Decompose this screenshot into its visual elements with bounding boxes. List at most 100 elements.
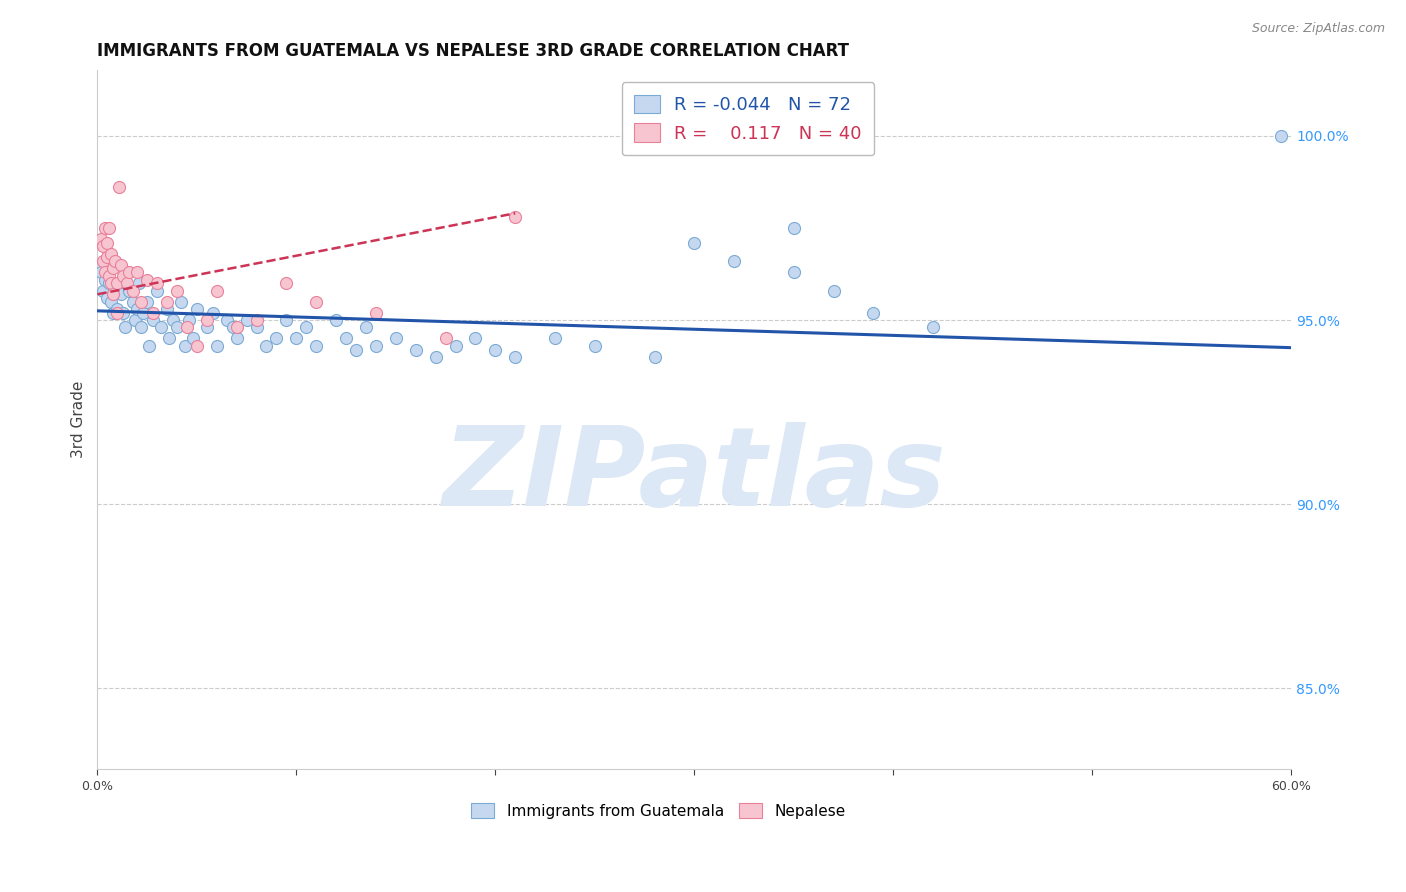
Point xyxy=(162,313,184,327)
Point xyxy=(100,246,122,260)
Point xyxy=(1270,128,1292,143)
Point xyxy=(176,320,198,334)
Point xyxy=(142,313,165,327)
Point xyxy=(305,339,328,353)
Point xyxy=(156,294,179,309)
Point xyxy=(166,320,188,334)
Point xyxy=(105,277,128,291)
Point xyxy=(105,301,128,316)
Point xyxy=(225,331,247,345)
Point xyxy=(124,313,146,327)
Point xyxy=(285,331,308,345)
Point xyxy=(464,331,486,345)
Point xyxy=(129,320,152,334)
Point xyxy=(276,313,298,327)
Point xyxy=(103,261,125,276)
Point xyxy=(305,294,328,309)
Y-axis label: 3rd Grade: 3rd Grade xyxy=(72,381,86,458)
Text: IMMIGRANTS FROM GUATEMALA VS NEPALESE 3RD GRADE CORRELATION CHART: IMMIGRANTS FROM GUATEMALA VS NEPALESE 3R… xyxy=(97,42,849,60)
Point xyxy=(201,306,224,320)
Point xyxy=(205,339,228,353)
Point xyxy=(195,313,218,327)
Point xyxy=(150,320,173,334)
Point xyxy=(127,265,149,279)
Point xyxy=(823,284,845,298)
Point xyxy=(177,313,200,327)
Point xyxy=(128,277,150,291)
Point xyxy=(98,221,121,235)
Point xyxy=(922,320,945,334)
Point xyxy=(122,284,145,298)
Point xyxy=(94,272,117,286)
Point xyxy=(103,306,125,320)
Point xyxy=(157,331,180,345)
Point xyxy=(644,350,666,364)
Point xyxy=(181,331,204,345)
Point xyxy=(96,291,118,305)
Point xyxy=(503,350,526,364)
Point xyxy=(266,331,288,345)
Point xyxy=(91,239,114,253)
Point xyxy=(335,331,357,345)
Point xyxy=(276,277,298,291)
Point xyxy=(103,287,125,301)
Point xyxy=(90,265,112,279)
Point xyxy=(138,339,160,353)
Point xyxy=(98,268,121,283)
Text: ZIPatlas: ZIPatlas xyxy=(443,422,946,529)
Point xyxy=(245,313,267,327)
Point xyxy=(110,258,132,272)
Point xyxy=(100,294,122,309)
Point xyxy=(354,320,377,334)
Point xyxy=(364,339,387,353)
Point xyxy=(225,320,247,334)
Point xyxy=(118,265,141,279)
Point xyxy=(146,284,169,298)
Point xyxy=(174,339,197,353)
Point xyxy=(132,306,155,320)
Point xyxy=(425,350,447,364)
Point xyxy=(444,339,467,353)
Point xyxy=(170,294,193,309)
Point xyxy=(583,339,606,353)
Point xyxy=(94,265,117,279)
Point xyxy=(110,287,132,301)
Point xyxy=(484,343,506,357)
Point xyxy=(96,251,118,265)
Point xyxy=(142,306,165,320)
Point xyxy=(98,277,121,291)
Point xyxy=(344,343,367,357)
Point xyxy=(122,294,145,309)
Point xyxy=(156,301,179,316)
Point xyxy=(862,306,884,320)
Point xyxy=(108,277,131,291)
Point xyxy=(166,284,188,298)
Point xyxy=(434,331,457,345)
Point xyxy=(295,320,318,334)
Point xyxy=(325,313,347,327)
Point xyxy=(115,277,138,291)
Point xyxy=(146,277,169,291)
Point xyxy=(91,254,114,268)
Point xyxy=(245,320,267,334)
Point xyxy=(112,306,135,320)
Point xyxy=(136,294,159,309)
Point xyxy=(364,306,387,320)
Point xyxy=(186,339,208,353)
Point xyxy=(100,277,122,291)
Point xyxy=(112,268,135,283)
Point xyxy=(114,320,136,334)
Point xyxy=(385,331,408,345)
Point xyxy=(115,265,138,279)
Point xyxy=(544,331,567,345)
Point xyxy=(205,284,228,298)
Point xyxy=(94,221,117,235)
Point xyxy=(104,254,127,268)
Point xyxy=(215,313,238,327)
Point xyxy=(136,272,159,286)
Point xyxy=(90,232,112,246)
Point xyxy=(503,210,526,224)
Point xyxy=(783,265,806,279)
Point xyxy=(235,313,257,327)
Point xyxy=(91,284,114,298)
